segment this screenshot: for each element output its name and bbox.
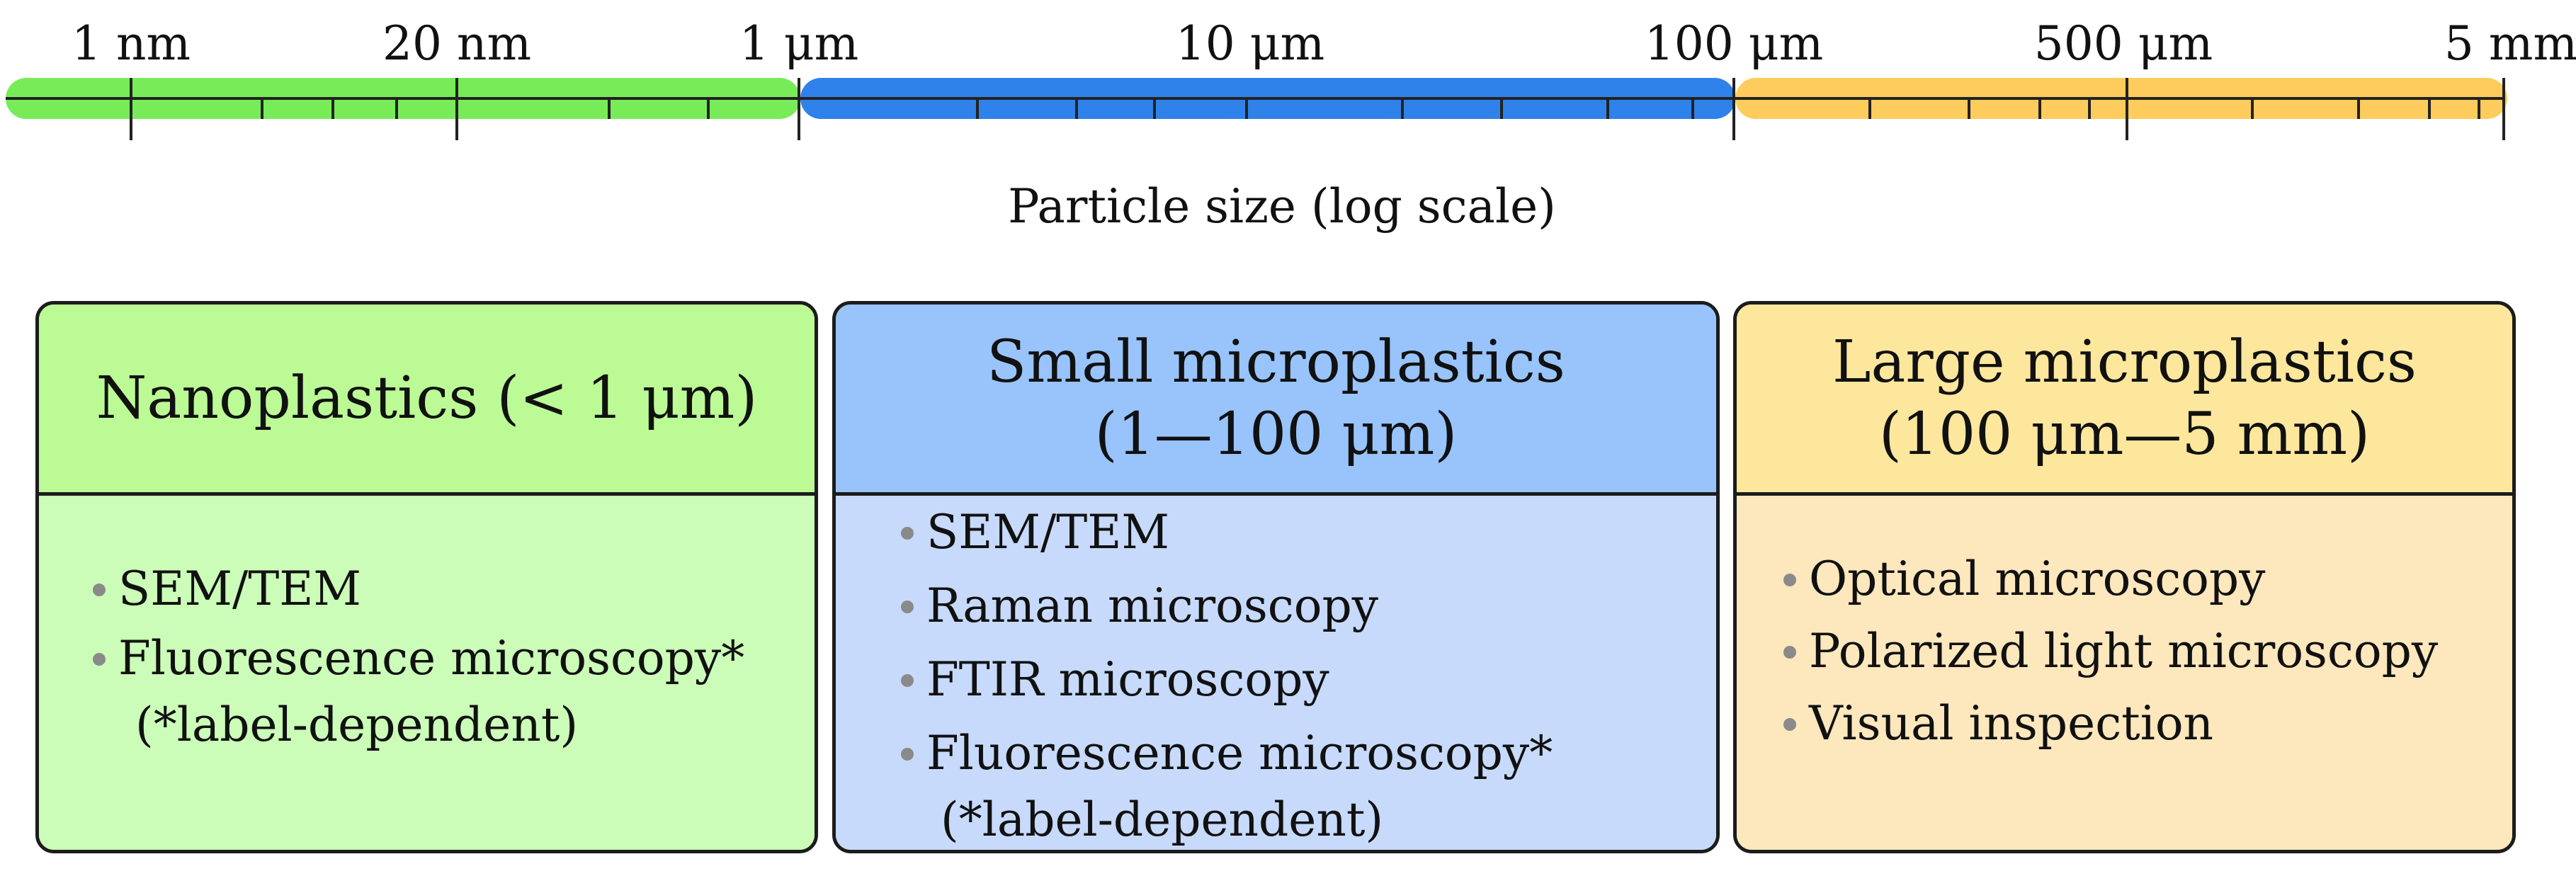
tick-label-100um: 100 μm — [1644, 16, 1824, 71]
bullet-icon — [93, 584, 106, 596]
small-microplastics-methods: SEM/TEM Raman microscopy FTIR microscopy… — [836, 496, 1716, 850]
tick-label-5mm: 5 mm — [2444, 16, 2576, 71]
tick-label-10um: 10 μm — [1175, 16, 1325, 71]
method-label: SEM/TEM — [926, 505, 1169, 559]
list-item: SEM/TEM — [875, 504, 1716, 561]
method-label: SEM/TEM — [118, 562, 361, 616]
small-microplastics-range: (1—100 μm) — [1094, 400, 1458, 468]
method-label: Visual inspection — [1809, 696, 2214, 751]
bullet-icon — [1783, 646, 1796, 659]
size-scale-bar — [6, 78, 2507, 140]
tick-label-500um: 500 μm — [2033, 16, 2213, 71]
list-item: FTIR microscopy — [875, 652, 1716, 708]
list-item: SEM/TEM — [67, 561, 815, 618]
method-label: Fluorescence microscopy* — [926, 726, 1553, 780]
tick-label-1um: 1 μm — [739, 16, 859, 71]
method-label: Optical microscopy — [1809, 552, 2266, 606]
small-microplastics-header: Small microplastics (1—100 μm) — [836, 305, 1716, 496]
method-label: Raman microscopy — [926, 579, 1379, 633]
list-item: Polarized light microscopy — [1758, 623, 2512, 680]
label-dependent-note: (*label-dependent) — [135, 698, 579, 752]
list-item: Raman microscopy — [875, 578, 1716, 635]
bullet-icon — [901, 601, 914, 613]
bullet-icon — [901, 748, 914, 761]
axis-label: Particle size (log scale) — [1008, 179, 1556, 234]
nanoplastics-methods: SEM/TEM Fluorescence microscopy* (*label… — [39, 496, 815, 850]
list-item: Optical microscopy — [1758, 551, 2512, 608]
bullet-icon — [901, 674, 914, 687]
tick-label-1nm: 1 nm — [71, 16, 191, 71]
large-microplastics-box: Large microplastics (100 μm—5 mm) Optica… — [1733, 301, 2516, 853]
method-label: Polarized light microscopy — [1809, 624, 2439, 678]
scale-ticks — [130, 78, 2505, 140]
nanoplastics-header: Nanoplastics (< 1 μm) — [39, 305, 815, 496]
large-microplastics-range: (100 μm—5 mm) — [1878, 400, 2371, 468]
list-item: Fluorescence microscopy* — [67, 630, 815, 687]
small-microplastics-box: Small microplastics (1—100 μm) SEM/TEM R… — [832, 301, 1720, 853]
large-microplastics-methods: Optical microscopy Polarized light micro… — [1737, 496, 2512, 850]
bullet-icon — [901, 527, 914, 540]
label-dependent-note: (*label-dependent) — [941, 792, 1384, 847]
method-label: FTIR microscopy — [926, 652, 1329, 707]
bullet-icon — [93, 653, 106, 666]
bullet-icon — [1783, 718, 1796, 731]
large-microplastics-header: Large microplastics (100 μm—5 mm) — [1737, 305, 2512, 496]
method-label: Fluorescence microscopy* — [118, 631, 745, 686]
bullet-icon — [1783, 574, 1796, 586]
large-microplastics-title: Large microplastics — [1832, 328, 2417, 396]
nanoplastics-box: Nanoplastics (< 1 μm) SEM/TEM Fluorescen… — [35, 301, 818, 853]
tick-label-20nm: 20 nm — [382, 16, 532, 71]
small-microplastics-title: Small microplastics — [987, 328, 1565, 396]
list-item: Fluorescence microscopy* — [875, 725, 1716, 782]
list-item: Visual inspection — [1758, 695, 2512, 752]
nanoplastics-title: Nanoplastics (< 1 μm) — [96, 364, 758, 432]
